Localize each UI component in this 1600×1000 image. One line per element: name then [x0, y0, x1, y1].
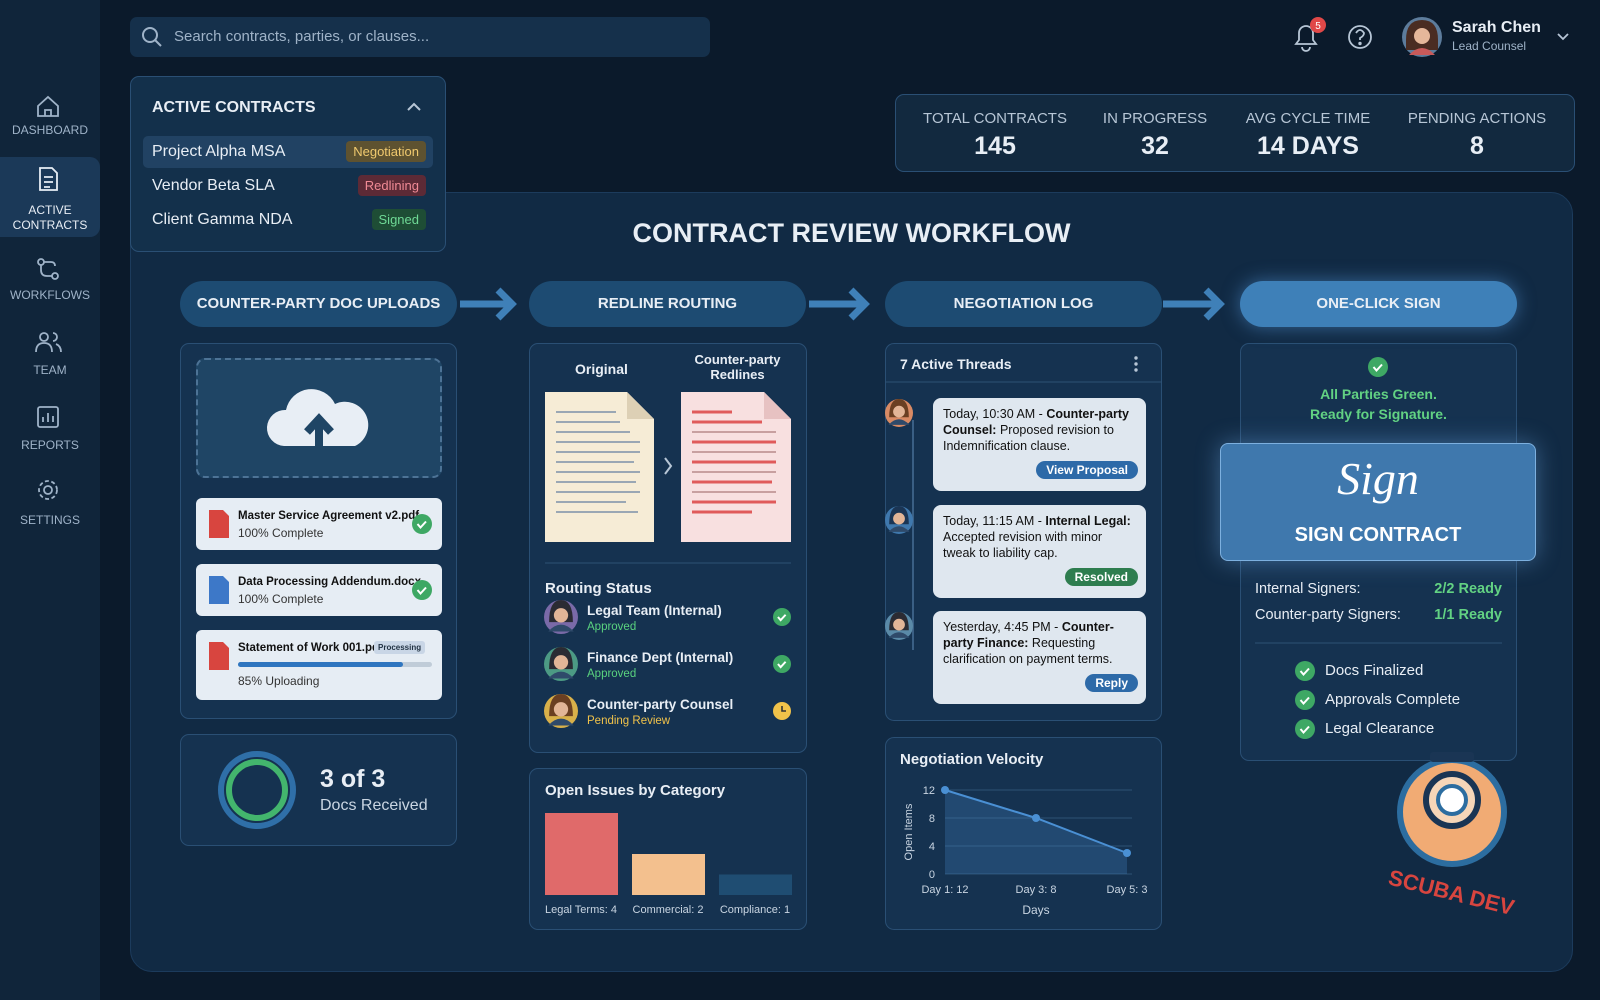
- checklist-item: Approvals Complete: [1325, 691, 1461, 708]
- file-name: Master Service Agreement v2.pdf: [238, 510, 420, 522]
- stat-value: 32: [1141, 132, 1169, 160]
- thread-time: Yesterday, 4:45 PM -: [943, 620, 1059, 634]
- sign-button-label: SIGN CONTRACT: [1294, 524, 1462, 546]
- thread-text: Requesting clarification on payment term…: [943, 636, 1113, 666]
- file-status: 85% Uploading: [238, 674, 320, 688]
- sign-status: All Parties Green.: [1320, 386, 1437, 402]
- file-card: [196, 564, 442, 616]
- signer-label: Internal Signers:: [1255, 581, 1361, 597]
- contract-name[interactable]: Project Alpha MSA: [152, 143, 286, 160]
- signer-label: Counter-party Signers:: [1255, 607, 1401, 623]
- file-name: Statement of Work 001.pdf: [238, 642, 383, 654]
- routing-name: Finance Dept (Internal): [587, 650, 734, 665]
- stage-pill: COUNTER-PARTY DOC UPLOADS: [180, 281, 457, 327]
- file-status: 100% Complete: [238, 592, 324, 606]
- nav-item[interactable]: TEAM: [33, 363, 67, 377]
- stat-value: 145: [974, 132, 1016, 160]
- status-badge: Signed: [371, 209, 426, 230]
- panel-title: ACTIVE CONTRACTS: [152, 99, 316, 116]
- workflow-title: CONTRACT REVIEW WORKFLOW: [632, 218, 1071, 248]
- threads-title: 7 Active Threads: [900, 356, 1012, 372]
- file-card: [196, 498, 442, 550]
- nav-item[interactable]: DASHBOARD: [11, 123, 88, 137]
- stat-value: 14 DAYS: [1257, 132, 1359, 160]
- file-badge: Processing: [374, 641, 426, 654]
- user-role: Lead Counsel: [1452, 39, 1527, 53]
- thread-author: Counter-party Counsel:: [943, 407, 1129, 437]
- issues-title: Open Issues by Category: [545, 782, 726, 799]
- stats-panel: [895, 94, 1575, 172]
- thread-action[interactable]: View Proposal: [1036, 461, 1138, 479]
- user-name: Sarah Chen: [1452, 19, 1541, 36]
- thread-author: Counter-party Finance:: [943, 620, 1114, 650]
- thread-action[interactable]: Resolved: [1064, 568, 1138, 586]
- file-status: 100% Complete: [238, 526, 324, 540]
- file-name: Data Processing Addendum.docx: [238, 576, 421, 588]
- drop-zone[interactable]: [196, 358, 442, 478]
- signature: Sign: [1337, 453, 1419, 504]
- signer-value: 2/2 Ready: [1434, 581, 1502, 597]
- received-label: Docs Received: [320, 797, 428, 814]
- contract-name[interactable]: Vendor Beta SLA: [152, 177, 275, 194]
- stat-label: AVG CYCLE TIME: [1245, 110, 1371, 127]
- received-count: 3 of 3: [320, 765, 386, 793]
- thread-time: Today, 10:30 AM -: [943, 407, 1043, 421]
- stage-pill: NEGOTIATION LOG: [885, 281, 1162, 327]
- contract-name[interactable]: Client Gamma NDA: [152, 211, 293, 228]
- sidebar: [0, 0, 100, 1000]
- thread-text: Accepted revision with minor tweak to li…: [943, 530, 1103, 560]
- checklist-item: Docs Finalized: [1325, 662, 1424, 679]
- stat-value: 8: [1470, 132, 1484, 160]
- routing-name: Legal Team (Internal): [587, 603, 722, 618]
- routing-title: Routing Status: [545, 580, 652, 597]
- nav-item[interactable]: REPORTS: [21, 438, 79, 452]
- search-placeholder: Search contracts, parties, or clauses...: [174, 28, 430, 45]
- routing-status: Approved: [587, 621, 637, 633]
- signer-value: 1/1 Ready: [1434, 607, 1502, 623]
- thread-bubble: Yesterday, 4:45 PM - Counter-party Finan…: [933, 611, 1146, 704]
- sign-status: Ready for Signature.: [1310, 406, 1447, 422]
- progress-bar: [238, 662, 403, 667]
- nav-item[interactable]: SETTINGS: [19, 513, 80, 527]
- velocity-title: Negotiation Velocity: [900, 751, 1044, 768]
- stat-label: PENDING ACTIONS: [1407, 110, 1547, 127]
- original-label: Original: [575, 361, 628, 377]
- search-box[interactable]: [130, 17, 710, 57]
- thread-text: Proposed revision to Indemnification cla…: [943, 423, 1114, 453]
- progress-track: [238, 662, 432, 667]
- thread-action[interactable]: Reply: [1085, 674, 1138, 692]
- sign-button[interactable]: [1220, 443, 1536, 561]
- nav-item[interactable]: WORKFLOWS: [10, 288, 90, 302]
- stat-label: IN PROGRESS: [1102, 110, 1208, 127]
- thread-time: Today, 11:15 AM -: [943, 514, 1042, 528]
- redlines-label: Counter-party Redlines: [694, 352, 781, 382]
- routing-name: Counter-party Counsel: [587, 697, 734, 712]
- stat-label: TOTAL CONTRACTS: [923, 110, 1067, 127]
- status-badge: Negotiation: [346, 141, 426, 162]
- checklist-item: Legal Clearance: [1325, 720, 1435, 737]
- received-card: [180, 734, 457, 846]
- routing-status: Approved: [587, 668, 637, 680]
- stage-pill: REDLINE ROUTING: [529, 281, 806, 327]
- routing-status: Pending Review: [587, 715, 671, 727]
- status-badge: Redlining: [357, 175, 426, 196]
- nav-item[interactable]: ACTIVE CONTRACTS: [12, 203, 88, 232]
- stage-pill: ONE-CLICK SIGN: [1240, 281, 1517, 327]
- redline-card: [529, 343, 807, 753]
- thread-author: Internal Legal:: [1045, 514, 1131, 528]
